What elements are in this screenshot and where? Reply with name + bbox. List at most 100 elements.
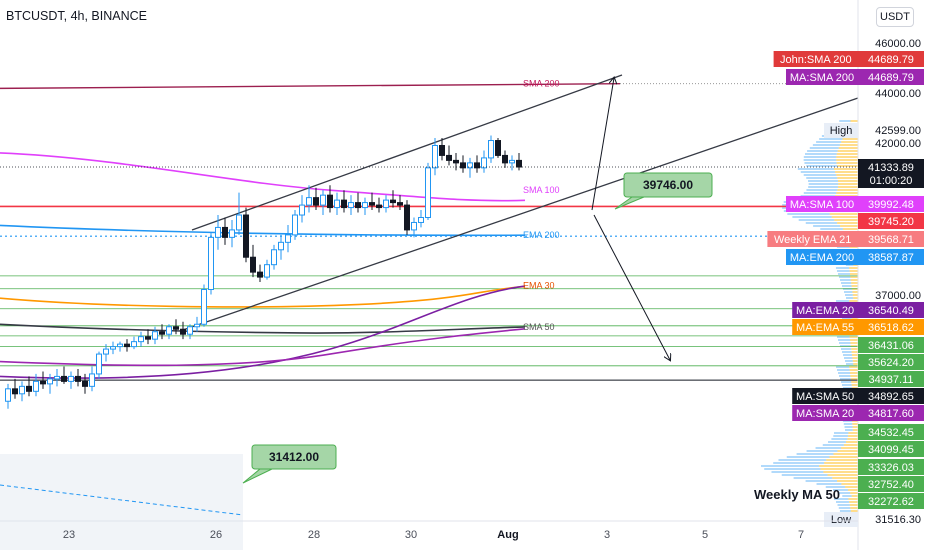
volume-profile-bar [807, 150, 838, 152]
volume-profile-bar [853, 363, 858, 365]
volume-profile-bar [853, 297, 858, 299]
candle [103, 348, 109, 355]
candle [159, 331, 165, 335]
price-tag-name: MA:EMA 55 [796, 322, 854, 334]
volume-profile-bar [837, 222, 858, 224]
price-tag-value-box [858, 337, 924, 353]
price-tag-value: 36540.49 [868, 305, 914, 317]
candle [201, 289, 207, 325]
volume-profile-bar [786, 456, 830, 458]
volume-profile-bar [850, 120, 858, 122]
volume-profile-bar [834, 219, 858, 221]
volume-profile-bar [840, 225, 858, 227]
volume-profile-bar [841, 348, 852, 350]
volume-profile-bar [843, 354, 852, 356]
candle [68, 375, 74, 382]
candle [418, 217, 424, 223]
volume-profile-bar [851, 384, 858, 386]
volume-profile-bar [836, 156, 858, 158]
volume-profile-bar [849, 504, 858, 506]
price-tag-value: 44689.79 [868, 72, 914, 84]
volume-profile-bar [852, 423, 858, 425]
volume-profile-bar [839, 120, 851, 122]
volume-profile-bar [820, 468, 858, 470]
volume-profile-bar [849, 336, 858, 338]
volume-profile-bar [852, 426, 858, 428]
price-tag-value-box [858, 459, 924, 475]
volume-profile-bar [805, 222, 838, 224]
volume-profile-bar [792, 216, 832, 218]
price-tag-value: 39992.48 [868, 199, 914, 211]
volume-profile-bar [834, 498, 849, 500]
volume-profile-bar [850, 345, 858, 347]
candle [306, 197, 312, 206]
volume-profile-bar [771, 471, 824, 473]
volume-profile-bar [850, 375, 858, 377]
volume-profile-bar [761, 465, 820, 467]
candle [264, 264, 270, 278]
y-tick-label: 46000.00 [875, 38, 921, 50]
volume-profile-bar [825, 486, 846, 488]
volume-profile-bar [843, 291, 853, 293]
price-tag-name: MA:SMA 100 [790, 199, 854, 211]
volume-profile-bar [850, 342, 858, 344]
candle [278, 241, 284, 251]
volume-profile-bar [845, 429, 853, 431]
volume-profile-bar [839, 144, 858, 146]
volume-profile-bar [827, 474, 858, 476]
low-marker-label: Low [831, 514, 851, 526]
volume-profile-bar [850, 276, 858, 278]
volume-profile-bar [836, 153, 858, 155]
x-tick-label: 30 [405, 529, 417, 541]
price-tag-value: 34817.60 [868, 408, 914, 420]
price-tag-value-box [858, 424, 924, 440]
volume-profile-bar [844, 426, 853, 428]
sma100-line [0, 152, 526, 202]
volume-profile-bar [837, 273, 850, 275]
volume-profile-bar [843, 423, 853, 425]
ma-label: SMA 50 [523, 322, 555, 332]
candle [362, 202, 368, 209]
candle [173, 326, 179, 330]
candle [117, 343, 123, 348]
volume-profile-bar [796, 453, 834, 455]
volume-profile-bar [826, 459, 858, 461]
price-tag-value-box [858, 319, 924, 335]
candle [131, 341, 137, 348]
ma-label: EMA 30 [523, 281, 555, 291]
callout-39746-box [623, 172, 713, 198]
price-tag-value: 32272.62 [868, 496, 914, 508]
volume-profile-bar [852, 357, 858, 359]
candle [404, 204, 410, 231]
candle [61, 375, 67, 382]
volume-profile-bar [833, 168, 858, 170]
volume-profile-bar [836, 192, 858, 194]
volume-profile-bar [845, 360, 853, 362]
volume-profile-bar [822, 444, 844, 446]
price-tag-value: 44689.79 [868, 54, 914, 66]
candle [47, 378, 53, 385]
volume-profile-bar [798, 219, 835, 221]
volume-profile-bar [851, 348, 858, 350]
candle [397, 202, 403, 206]
price-tag-value-box [858, 441, 924, 457]
currency-button[interactable]: USDT [876, 7, 914, 27]
volume-profile-bar [808, 183, 839, 185]
volume-profile-bar [840, 378, 851, 380]
volume-profile-bar [840, 345, 851, 347]
price-tag-value-box [858, 302, 924, 318]
candle [432, 144, 438, 169]
volume-profile-bar [852, 354, 858, 356]
volume-profile-bar [838, 183, 858, 185]
price-tag-value: 39745.20 [868, 216, 914, 228]
candle [446, 154, 452, 161]
callout-31412-box [251, 444, 337, 470]
weekly-ma50-label: Weekly MA 50 [754, 487, 840, 502]
price-tag-value: 41333.89 [868, 162, 914, 174]
volume-profile-bar [781, 474, 828, 476]
candle [474, 162, 480, 169]
price-tag-value-box [858, 476, 924, 492]
candle [453, 159, 459, 164]
